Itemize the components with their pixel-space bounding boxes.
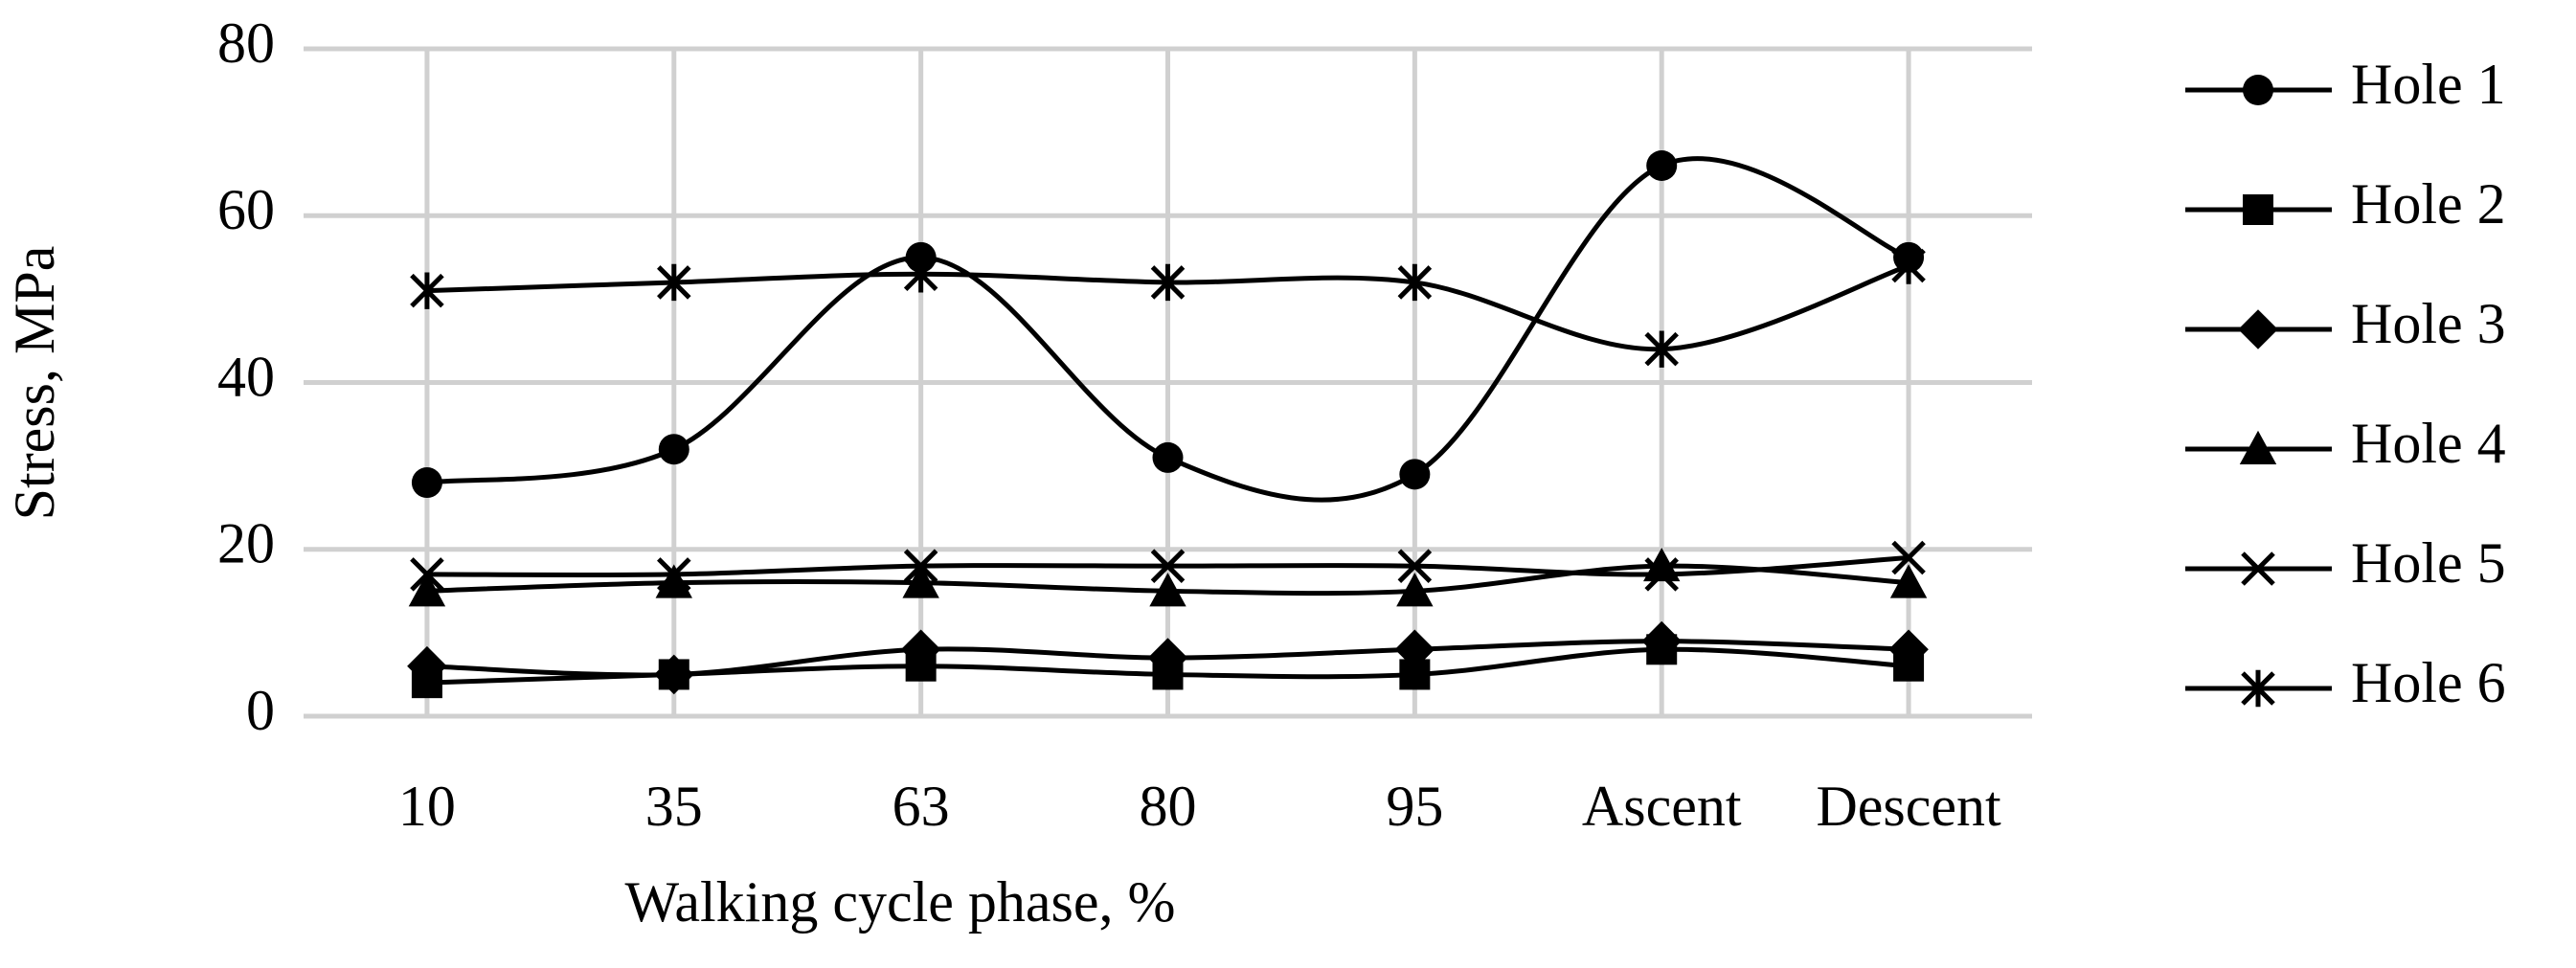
x-tick-label: 80	[1140, 775, 1197, 838]
marker	[1891, 540, 1926, 575]
legend-label: Hole 3	[2351, 292, 2506, 355]
marker	[1394, 629, 1435, 670]
legend-marker	[2241, 669, 2275, 708]
marker	[657, 263, 691, 302]
x-tick-label: 35	[645, 775, 703, 838]
marker	[1147, 638, 1188, 678]
marker	[410, 272, 444, 309]
x-tick-label: Ascent	[1582, 775, 1742, 838]
x-tick-label: 95	[1386, 775, 1443, 838]
legend-marker	[2241, 552, 2275, 586]
y-tick-label: 0	[246, 679, 275, 742]
marker	[1149, 573, 1186, 607]
y-tick-label: 40	[217, 345, 275, 408]
marker	[1399, 459, 1431, 490]
marker	[657, 557, 691, 592]
legend-marker	[2238, 309, 2278, 349]
marker	[407, 645, 447, 687]
marker	[1396, 573, 1434, 607]
marker	[1397, 549, 1433, 583]
marker	[1150, 549, 1186, 583]
legend-label: Hole 6	[2351, 651, 2506, 714]
marker	[411, 467, 442, 499]
marker	[653, 654, 694, 695]
y-axis-label: Stress, MPa	[3, 246, 66, 521]
x-tick-label: Descent	[1816, 775, 2001, 838]
marker	[655, 564, 692, 598]
y-tick-label: 60	[217, 178, 275, 241]
marker	[1152, 441, 1184, 473]
marker	[1891, 247, 1926, 284]
marker	[902, 564, 939, 598]
legend-label: Hole 5	[2351, 531, 2506, 595]
marker	[1644, 330, 1679, 368]
x-tick-label: 63	[893, 775, 950, 838]
legend-marker	[2239, 430, 2277, 464]
x-tick-label: 10	[398, 775, 456, 838]
marker	[903, 256, 938, 293]
marker	[1150, 263, 1186, 302]
marker	[408, 573, 446, 607]
x-axis-label: Walking cycle phase, %	[625, 870, 1176, 934]
y-tick-label: 80	[217, 11, 275, 75]
marker	[1397, 263, 1433, 302]
legend-label: Hole 4	[2351, 412, 2506, 475]
legend-marker	[2243, 75, 2273, 105]
legend-marker	[2243, 194, 2273, 225]
marker	[900, 629, 941, 670]
y-tick-label: 20	[217, 512, 275, 575]
legend-label: Hole 2	[2351, 172, 2506, 236]
marker	[1646, 149, 1678, 181]
marker	[1889, 564, 1928, 598]
marker	[410, 557, 444, 592]
marker	[1888, 629, 1929, 670]
marker	[658, 434, 689, 465]
marker	[903, 549, 938, 583]
marker	[1641, 620, 1683, 662]
marker	[1644, 557, 1679, 592]
legend-label: Hole 1	[2351, 53, 2506, 116]
